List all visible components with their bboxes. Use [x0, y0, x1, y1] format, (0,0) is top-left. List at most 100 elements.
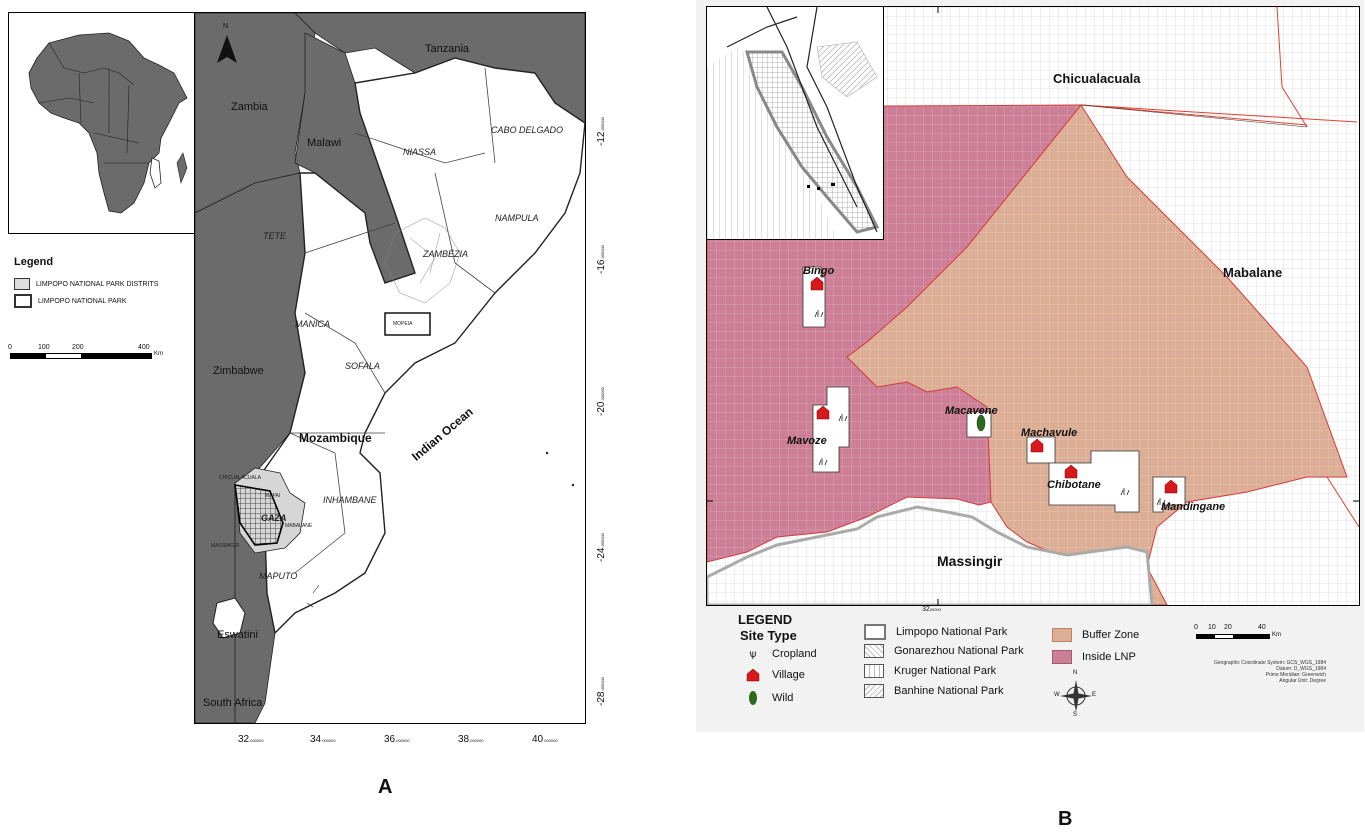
inside-lnp-swatch [1052, 650, 1072, 664]
label-nampula: NAMPULA [495, 213, 539, 223]
village-icon [1064, 464, 1078, 479]
africa-shape [28, 32, 188, 214]
label-massingir: MASSINGIR [211, 543, 240, 549]
legend-kruger-park: Kruger National Park [864, 664, 996, 678]
label-mopeia: MOPEIA [393, 321, 413, 327]
label-mandingane: Mandingane [1161, 501, 1226, 513]
label-zimbabwe: Zimbabwe [213, 365, 264, 377]
compass-icon [1060, 680, 1092, 712]
cropland-icon [1156, 498, 1166, 506]
wild-icon [976, 414, 986, 432]
scale-bar-graphic [1196, 634, 1270, 639]
legend-label: Wild [772, 692, 794, 704]
y-tick: -28.000000 [596, 677, 607, 706]
buffer-zone-swatch [1052, 628, 1072, 642]
y-tick: -16.000000 [596, 245, 607, 274]
limpopo-park-swatch [864, 624, 886, 640]
scale-unit: Km [154, 351, 163, 357]
legend-label: Cropland [772, 648, 817, 660]
legend-banhine-park: Banhine National Park [864, 684, 1003, 698]
village-icon [746, 668, 760, 682]
park-swatch [14, 294, 32, 308]
legend-label: Limpopo National Park [896, 626, 1008, 638]
site-type-title: Site Type [740, 628, 797, 643]
legend-village: Village [744, 668, 805, 682]
label-machavule: Machavule [1021, 427, 1078, 439]
panel-a-scale-bar: 0 100 200 400 Km [8, 344, 178, 364]
legend-cropland: ѱ Cropland [744, 648, 817, 660]
legend-label: Banhine National Park [894, 685, 1004, 697]
label-inhambane: INHAMBANE [323, 495, 377, 505]
north-arrow-label: N [223, 23, 229, 30]
label-maputo: MAPUTO [259, 571, 298, 581]
label-gaza: GAZA [261, 513, 287, 523]
legend-label: Gonarezhou National Park [894, 645, 1024, 657]
legend-item-districts: LIMPOPO NATIONAL PARK DISTRITS [14, 278, 158, 290]
cropland-icon: ѱ [749, 648, 757, 660]
village-icon [1030, 438, 1044, 453]
metadata-line: Datum: D_WGS_1984 [1276, 666, 1326, 672]
study-area-map: Chicualacuala Mabalane Massingir Bingo M… [706, 6, 1360, 606]
panel-b-legend: LEGEND Site Type ѱ Cropland Village Wild… [706, 610, 1358, 728]
label-malawi: Malawi [307, 137, 342, 149]
village-icon [816, 405, 830, 420]
y-tick: -12.000000 [596, 117, 607, 146]
north-arrow-shape [217, 35, 237, 63]
label-south-africa: South Africa [203, 697, 263, 709]
x-tick: 38.000000 [458, 734, 484, 745]
x-tick: 32.000000 [238, 734, 264, 745]
legend-buffer-zone: Buffer Zone [1052, 628, 1139, 642]
label-zambia: Zambia [231, 101, 268, 113]
label-mavoze: Mavoze [787, 435, 827, 447]
village-icon [1164, 479, 1178, 494]
label-macavene: Macavene [945, 405, 998, 417]
y-tick: -24.000000 [596, 533, 607, 562]
overview-inset-map [707, 7, 884, 240]
y-tick: -20.000000 [596, 387, 607, 416]
cropland-icon [818, 458, 828, 466]
label-zambezia: ZAMBÉZIA [423, 249, 469, 259]
metadata-line: Geographic Coordinate System: GCS_WGS_19… [1214, 660, 1326, 666]
metadata-line: Angular Unit: Degree [1279, 678, 1326, 684]
label-chicualacuala: Chicualacuala [1053, 71, 1141, 86]
compass-w: W [1054, 692, 1060, 698]
compass-s: S [1073, 712, 1078, 718]
label-tanzania: Tanzania [425, 43, 470, 55]
label-massingir: Massingir [937, 553, 1003, 569]
legend-item-label: LIMPOPO NATIONAL PARK [38, 297, 127, 305]
kruger-park-swatch [864, 664, 884, 678]
districts-swatch [14, 278, 30, 290]
africa-inset-map [8, 12, 196, 234]
metadata-line: Prime Meridian: Greenwich [1265, 672, 1326, 678]
label-mapai: MAPAI [265, 493, 281, 499]
legend-gonarezhou-park: Gonarezhou National Park [864, 644, 1024, 658]
x-tick: 34.000000 [310, 734, 336, 745]
legend-label: Buffer Zone [1082, 629, 1140, 641]
legend-label: Inside LNP [1082, 651, 1136, 663]
legend-title: LEGEND [738, 612, 793, 627]
label-niassa: NIASSA [403, 147, 437, 157]
legend-item-park: LIMPOPO NATIONAL PARK [14, 294, 127, 308]
compass-n: N [1073, 670, 1078, 676]
overview-inset-graphic [707, 7, 880, 239]
panel-a-caption: A [378, 776, 393, 798]
banhine-park-swatch [864, 684, 884, 698]
label-chibotane: Chibotane [1047, 479, 1101, 491]
x-tick: 36.000000 [384, 734, 410, 745]
legend-label: Kruger National Park [894, 665, 997, 677]
label-sofala: SOFALA [345, 361, 380, 371]
mozambique-map-graphic [195, 13, 585, 723]
label-chicualacuala: CHICUALACUALA [219, 475, 261, 481]
scale-label: 20 [1224, 624, 1232, 631]
label-tete: TETE [263, 231, 287, 241]
scale-label: 0 [1194, 624, 1198, 631]
legend-inside-lnp: Inside LNP [1052, 650, 1136, 664]
legend-title: Legend [14, 256, 54, 268]
label-manica: MANICA [295, 319, 331, 329]
mozambique-map: N Tanzania Zambia Malawi Zimbabwe Mozamb… [194, 12, 586, 724]
legend-label: Village [772, 669, 805, 681]
scale-label: 200 [72, 344, 84, 351]
scale-label: 40 [1258, 624, 1266, 631]
scale-unit: Km [1272, 632, 1281, 638]
mopeia-outline [384, 312, 431, 336]
